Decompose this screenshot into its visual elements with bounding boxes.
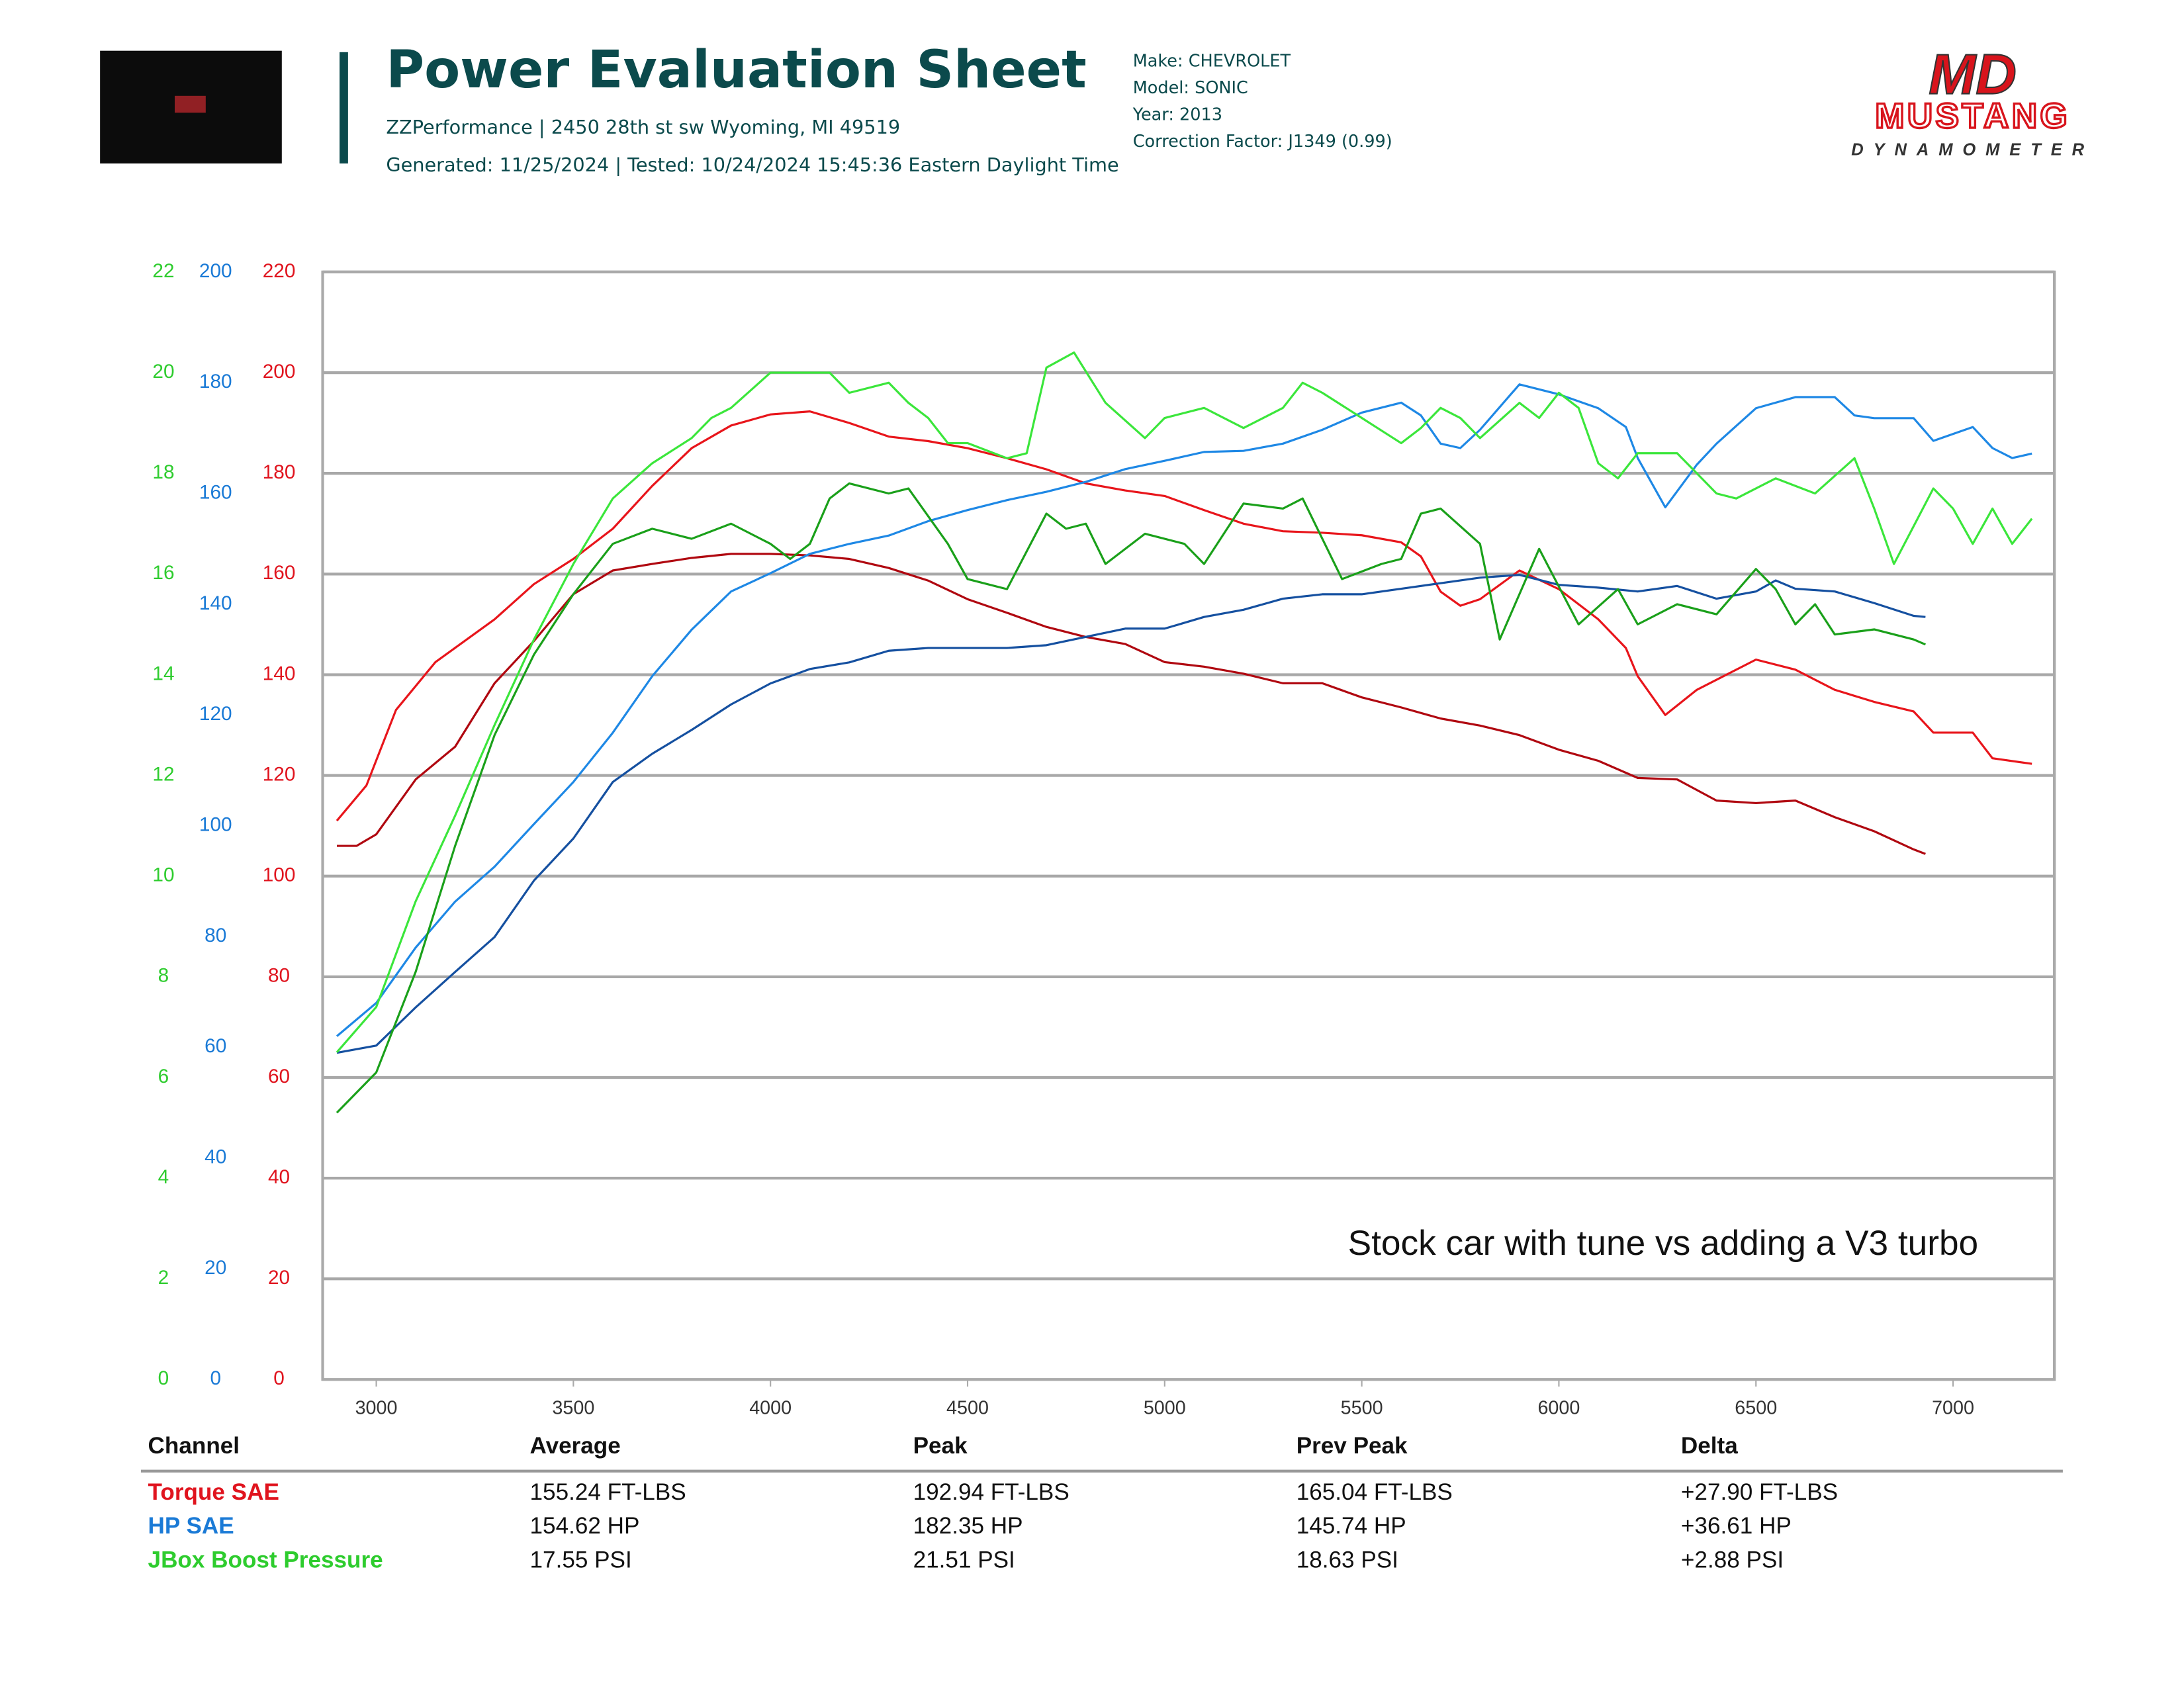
table-cell: 155.24 FT-LBS: [530, 1479, 686, 1505]
channel-name: JBox Boost Pressure: [148, 1547, 383, 1573]
y2-tick-label: 200: [199, 260, 232, 282]
series-line: [336, 482, 1926, 1114]
table-header: Delta: [1681, 1433, 1738, 1459]
y3-tick-label: 0: [158, 1367, 169, 1389]
table-cell: 145.74 HP: [1297, 1513, 1406, 1539]
vehicle-info: Correction Factor: J1349 (0.99): [1133, 132, 1392, 152]
y2-tick-label: 100: [199, 814, 232, 836]
y-tick-label: 60: [268, 1066, 290, 1087]
y-tick-label: 160: [263, 562, 296, 584]
table-cell: 182.35 HP: [913, 1513, 1023, 1539]
y3-tick-label: 6: [158, 1066, 169, 1087]
vehicle-info: Year: 2013: [1132, 105, 1222, 125]
y3-tick-label: 12: [152, 763, 174, 785]
shop-address: ZZPerformance | 2450 28th st sw Wyoming,…: [386, 116, 900, 138]
y-tick-label: 0: [273, 1367, 285, 1389]
y2-tick-label: 180: [199, 371, 232, 392]
y3-tick-label: 2: [158, 1267, 169, 1289]
title: Power Evaluation Sheet: [386, 39, 1086, 100]
table-cell: 154.62 HP: [530, 1513, 640, 1539]
series-line: [336, 351, 2033, 1053]
y-tick-label: 120: [263, 763, 296, 785]
x-tick-label: 6500: [1735, 1398, 1777, 1419]
dates: Generated: 11/25/2024 | Tested: 10/24/20…: [386, 154, 1118, 176]
x-tick-label: 4500: [946, 1398, 989, 1419]
y-tick-label: 40: [268, 1166, 290, 1188]
logo-name: MUSTANG: [1875, 97, 2070, 136]
y3-tick-label: 16: [152, 562, 174, 584]
x-tick-label: 7000: [1932, 1398, 1974, 1419]
x-tick-label: 6000: [1537, 1398, 1580, 1419]
table-header: Channel: [148, 1433, 240, 1459]
x-tick-label: 3000: [355, 1398, 398, 1419]
series-line: [336, 410, 2032, 822]
y2-tick-label: 140: [199, 592, 232, 614]
table-cell: 18.63 PSI: [1297, 1547, 1398, 1573]
table-cell: +36.61 HP: [1681, 1513, 1792, 1539]
channel-name: HP SAE: [148, 1513, 234, 1539]
series-line: [336, 574, 1926, 1054]
table-cell: 192.94 FT-LBS: [913, 1479, 1069, 1505]
y-tick-label: 200: [263, 361, 296, 383]
table-header: Peak: [913, 1433, 968, 1459]
y2-tick-label: 160: [199, 481, 232, 503]
table-cell: 165.04 FT-LBS: [1297, 1479, 1453, 1505]
table-cell: +2.88 PSI: [1681, 1547, 1784, 1573]
y3-tick-label: 8: [158, 965, 169, 987]
header-bar: [340, 52, 348, 163]
y2-tick-label: 120: [199, 703, 232, 725]
y3-tick-label: 22: [152, 260, 174, 282]
lines: [336, 351, 2033, 1114]
series-line: [336, 553, 1926, 855]
annotation: Stock car with tune vs adding a V3 turbo: [1348, 1224, 1979, 1263]
table-cell: 21.51 PSI: [913, 1547, 1015, 1573]
y3-tick-label: 18: [152, 461, 174, 483]
vehicle-info: Model: SONIC: [1133, 78, 1248, 98]
y2-tick-label: 0: [210, 1367, 221, 1389]
table-cell: 17.55 PSI: [530, 1547, 632, 1573]
table-header: Prev Peak: [1297, 1433, 1408, 1459]
y-tick-label: 80: [268, 965, 290, 987]
y2-tick-label: 20: [205, 1257, 226, 1279]
x-tick-label: 5500: [1341, 1398, 1383, 1419]
x-tick-label: 3500: [552, 1398, 594, 1419]
logo-sub: DYNAMOMETER: [1851, 141, 2094, 160]
y2-tick-label: 40: [205, 1146, 226, 1168]
shop-logo-emblem: [175, 95, 206, 113]
y-tick-label: 20: [268, 1267, 290, 1289]
x-tick-label: 4000: [749, 1398, 792, 1419]
vehicle-info: Make: CHEVROLET: [1133, 52, 1291, 71]
channel-name: Torque SAE: [148, 1479, 279, 1505]
y-tick-label: 180: [263, 461, 296, 483]
plot-border: [321, 270, 2056, 1381]
y-tick-label: 100: [263, 864, 296, 886]
table-header: Average: [530, 1433, 621, 1459]
y-tick-label: 140: [263, 663, 296, 684]
y3-tick-label: 10: [152, 864, 174, 886]
y2-tick-label: 60: [205, 1035, 226, 1057]
y3-tick-label: 4: [158, 1166, 169, 1188]
y-tick-label: 220: [263, 260, 296, 282]
y3-tick-label: 20: [152, 361, 174, 383]
logo-mark: MD: [1929, 44, 2016, 107]
y3-tick-label: 14: [152, 663, 174, 684]
table-cell: +27.90 FT-LBS: [1681, 1479, 1838, 1505]
y2-tick-label: 80: [205, 925, 226, 946]
x-tick-label: 5000: [1144, 1398, 1186, 1419]
series-line: [336, 383, 2032, 1037]
summary-table: Channel Average Peak Prev Peak Delta Torque S…: [140, 1433, 2063, 1573]
